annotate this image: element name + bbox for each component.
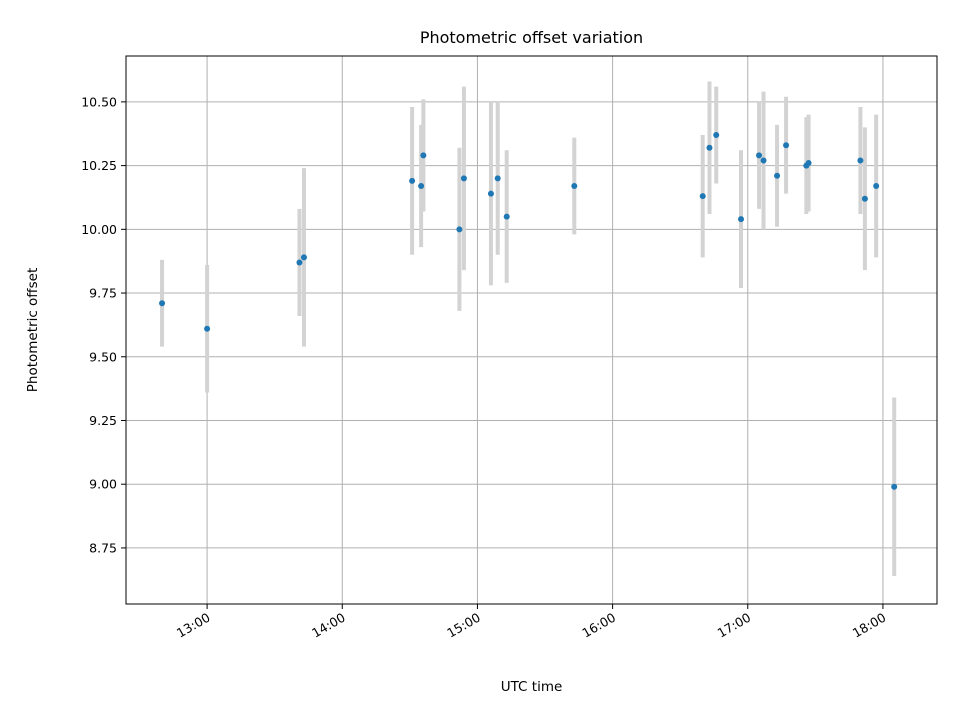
y-tick-label: 10.00: [81, 222, 117, 237]
y-tick-label: 10.25: [81, 158, 117, 173]
data-point: [873, 182, 880, 189]
y-axis-title: Photometric offset: [25, 268, 41, 392]
data-point: [857, 157, 864, 164]
data-point: [774, 172, 781, 179]
data-point: [805, 160, 812, 167]
y-tick-label: 9.00: [89, 477, 117, 492]
data-point: [487, 190, 494, 197]
plot-frame: [125, 55, 938, 605]
data-point: [783, 142, 790, 149]
data-point: [204, 325, 211, 332]
y-tick-label: 9.75: [89, 286, 117, 301]
x-axis-title: UTC time: [501, 679, 563, 695]
grid-lines: [126, 56, 937, 604]
data-point: [713, 132, 720, 139]
data-point: [699, 193, 706, 200]
data-point: [503, 213, 510, 220]
data-point: [296, 259, 303, 266]
data-point: [418, 182, 425, 189]
data-point: [494, 175, 501, 182]
data-point: [760, 157, 767, 164]
data-point: [571, 182, 578, 189]
chart-title: Photometric offset variation: [420, 28, 643, 47]
data-point: [159, 300, 166, 307]
data-point: [420, 152, 427, 159]
y-tick-label: 8.75: [89, 540, 117, 555]
y-tick-label: 9.25: [89, 413, 117, 428]
data-point: [300, 254, 307, 261]
data-point: [460, 175, 467, 182]
y-tick-label: 10.50: [81, 94, 117, 109]
data-point: [738, 216, 745, 223]
data-point: [409, 177, 416, 184]
y-tick-label: 9.50: [89, 349, 117, 364]
data-points: [159, 132, 898, 490]
data-point: [706, 144, 713, 151]
data-point: [456, 226, 463, 233]
data-point: [891, 483, 898, 490]
data-point: [861, 195, 868, 202]
data-point: [756, 152, 763, 159]
